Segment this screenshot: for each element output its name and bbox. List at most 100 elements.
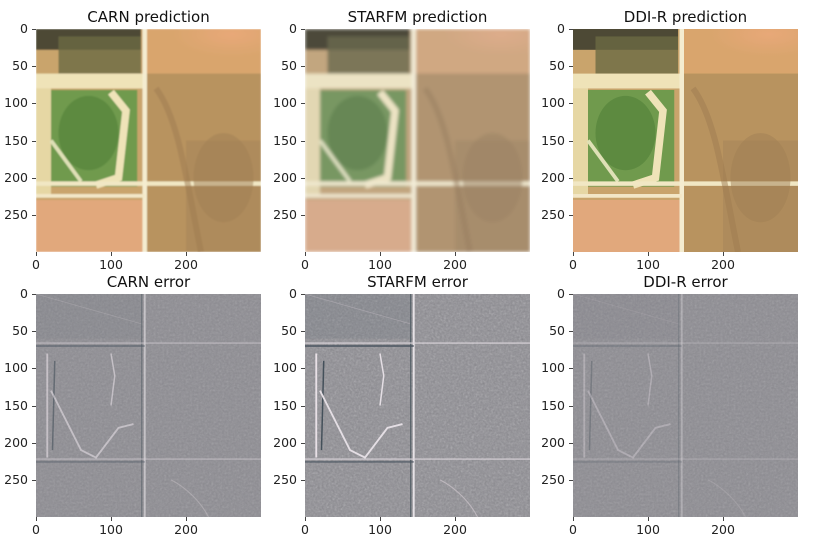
carn-error-xtick-label: 200: [174, 522, 198, 537]
carn-error-xtick-mark: [36, 517, 37, 521]
carn-error-image: [36, 294, 261, 517]
ddir-error-xtick-mark: [723, 517, 724, 521]
starfm-prediction-xtick-mark: [455, 252, 456, 256]
ddir-prediction-xtick-label: 200: [711, 257, 735, 272]
carn-error-ytick-label: 0: [20, 286, 28, 301]
carn-error-ytick-label: 250: [4, 471, 28, 487]
ddir-prediction-ytick-label: 0: [557, 21, 565, 36]
ddir-prediction-ytick-label: 100: [541, 95, 565, 111]
carn-prediction-xtick-label: 100: [99, 257, 123, 272]
ddir-prediction-xtick-mark: [573, 252, 574, 256]
starfm-error-ytick-label: 50: [281, 323, 297, 339]
starfm-error-title: STARFM error: [367, 273, 468, 291]
starfm-prediction-ytick-label: 0: [289, 21, 297, 36]
carn-prediction-ytick-label: 150: [4, 132, 28, 148]
starfm-prediction-ytick-label: 250: [273, 206, 297, 222]
starfm-error-ytick-mark: [301, 331, 305, 333]
carn-prediction-ytick-mark: [32, 177, 36, 179]
starfm-prediction-xtick-mark: [380, 252, 381, 256]
starfm-prediction-xtick-label: 100: [368, 257, 392, 272]
carn-prediction-ytick-mark: [32, 103, 36, 105]
starfm-error-ytick-mark: [301, 294, 305, 295]
starfm-error-xtick-label: 200: [443, 522, 467, 537]
ddir-prediction-ytick-mark: [569, 103, 573, 105]
ddir-error-ytick-label: 0: [557, 286, 565, 301]
starfm-prediction-ytick-label: 50: [281, 58, 297, 74]
starfm-error-ytick-label: 0: [289, 286, 297, 301]
starfm-error-ytick-mark: [301, 442, 305, 444]
starfm-prediction-ytick-mark: [301, 66, 305, 68]
carn-prediction-ytick-mark: [32, 29, 36, 30]
carn-prediction-ytick-label: 200: [4, 169, 28, 185]
carn-error-ytick-mark: [32, 479, 36, 481]
ddir-error-ytick-mark: [569, 294, 573, 295]
ddir-prediction-xtick-mark: [648, 252, 649, 256]
carn-error-ytick-label: 50: [12, 323, 28, 339]
ddir-prediction-ytick-mark: [569, 177, 573, 179]
starfm-prediction-ytick-mark: [301, 214, 305, 216]
ddir-error-ytick-label: 250: [541, 471, 565, 487]
ddir-prediction-ytick-mark: [569, 66, 573, 68]
carn-prediction-ytick-label: 250: [4, 206, 28, 222]
starfm-error-ytick-mark: [301, 479, 305, 481]
starfm-error-xtick-mark: [305, 517, 306, 521]
carn-prediction-xtick-mark: [111, 252, 112, 256]
carn-error-ytick-label: 200: [4, 434, 28, 450]
ddir-prediction-ytick-label: 50: [549, 58, 565, 74]
carn-prediction-ytick-label: 50: [12, 58, 28, 74]
starfm-prediction-ytick-label: 200: [273, 169, 297, 185]
starfm-prediction-ytick-label: 150: [273, 132, 297, 148]
starfm-error-ytick-label: 100: [273, 360, 297, 376]
carn-error-ytick-label: 100: [4, 360, 28, 376]
ddir-error-ytick-label: 200: [541, 434, 565, 450]
ddir-error-ytick-mark: [569, 331, 573, 333]
starfm-error-ytick-label: 150: [273, 397, 297, 413]
carn-error-ytick-mark: [32, 331, 36, 333]
ddir-prediction-ytick-label: 250: [541, 206, 565, 222]
ddir-prediction-ytick-mark: [569, 140, 573, 142]
ddir-prediction-ytick-mark: [569, 29, 573, 30]
ddir-error-xtick-mark: [648, 517, 649, 521]
starfm-error-xtick-mark: [380, 517, 381, 521]
ddir-error-ytick-mark: [569, 442, 573, 444]
carn-prediction-xtick-label: 0: [32, 257, 40, 272]
ddir-error-xtick-label: 200: [711, 522, 735, 537]
ddir-prediction-ytick-label: 200: [541, 169, 565, 185]
ddir-prediction-xtick-label: 100: [636, 257, 660, 272]
carn-prediction-xtick-label: 200: [174, 257, 198, 272]
ddir-error-image: [573, 294, 798, 517]
starfm-prediction-xtick-mark: [305, 252, 306, 256]
starfm-error-ytick-label: 200: [273, 434, 297, 450]
ddir-error-ytick-mark: [569, 479, 573, 481]
carn-error-title: CARN error: [106, 273, 191, 291]
carn-prediction-xtick-mark: [186, 252, 187, 256]
starfm-error-ytick-label: 250: [273, 471, 297, 487]
starfm-prediction-ytick-mark: [301, 140, 305, 142]
ddir-error-ytick-mark: [569, 368, 573, 370]
ddir-error-ytick-label: 100: [541, 360, 565, 376]
starfm-prediction-title: STARFM prediction: [347, 8, 488, 26]
ddir-error-xtick-label: 0: [569, 522, 577, 537]
carn-error-xtick-label: 100: [99, 522, 123, 537]
starfm-error-image: [305, 294, 530, 517]
ddir-prediction-image: [573, 29, 798, 252]
carn-prediction-ytick-mark: [32, 140, 36, 142]
carn-error-ytick-mark: [32, 405, 36, 407]
carn-prediction-ytick-mark: [32, 214, 36, 216]
carn-prediction-ytick-mark: [32, 66, 36, 68]
ddir-prediction-title: DDI-R prediction: [623, 8, 748, 26]
carn-prediction-image: [36, 29, 261, 252]
starfm-error-ytick-mark: [301, 368, 305, 370]
ddir-error-ytick-mark: [569, 405, 573, 407]
ddir-error-xtick-label: 100: [636, 522, 660, 537]
ddir-error-ytick-label: 50: [549, 323, 565, 339]
ddir-prediction-ytick-mark: [569, 214, 573, 216]
carn-error-ytick-label: 150: [4, 397, 28, 413]
starfm-prediction-ytick-label: 100: [273, 95, 297, 111]
carn-error-xtick-label: 0: [32, 522, 40, 537]
starfm-prediction-image: [305, 29, 530, 252]
starfm-error-xtick-mark: [455, 517, 456, 521]
ddir-error-xtick-mark: [573, 517, 574, 521]
ddir-prediction-xtick-label: 0: [569, 257, 577, 272]
